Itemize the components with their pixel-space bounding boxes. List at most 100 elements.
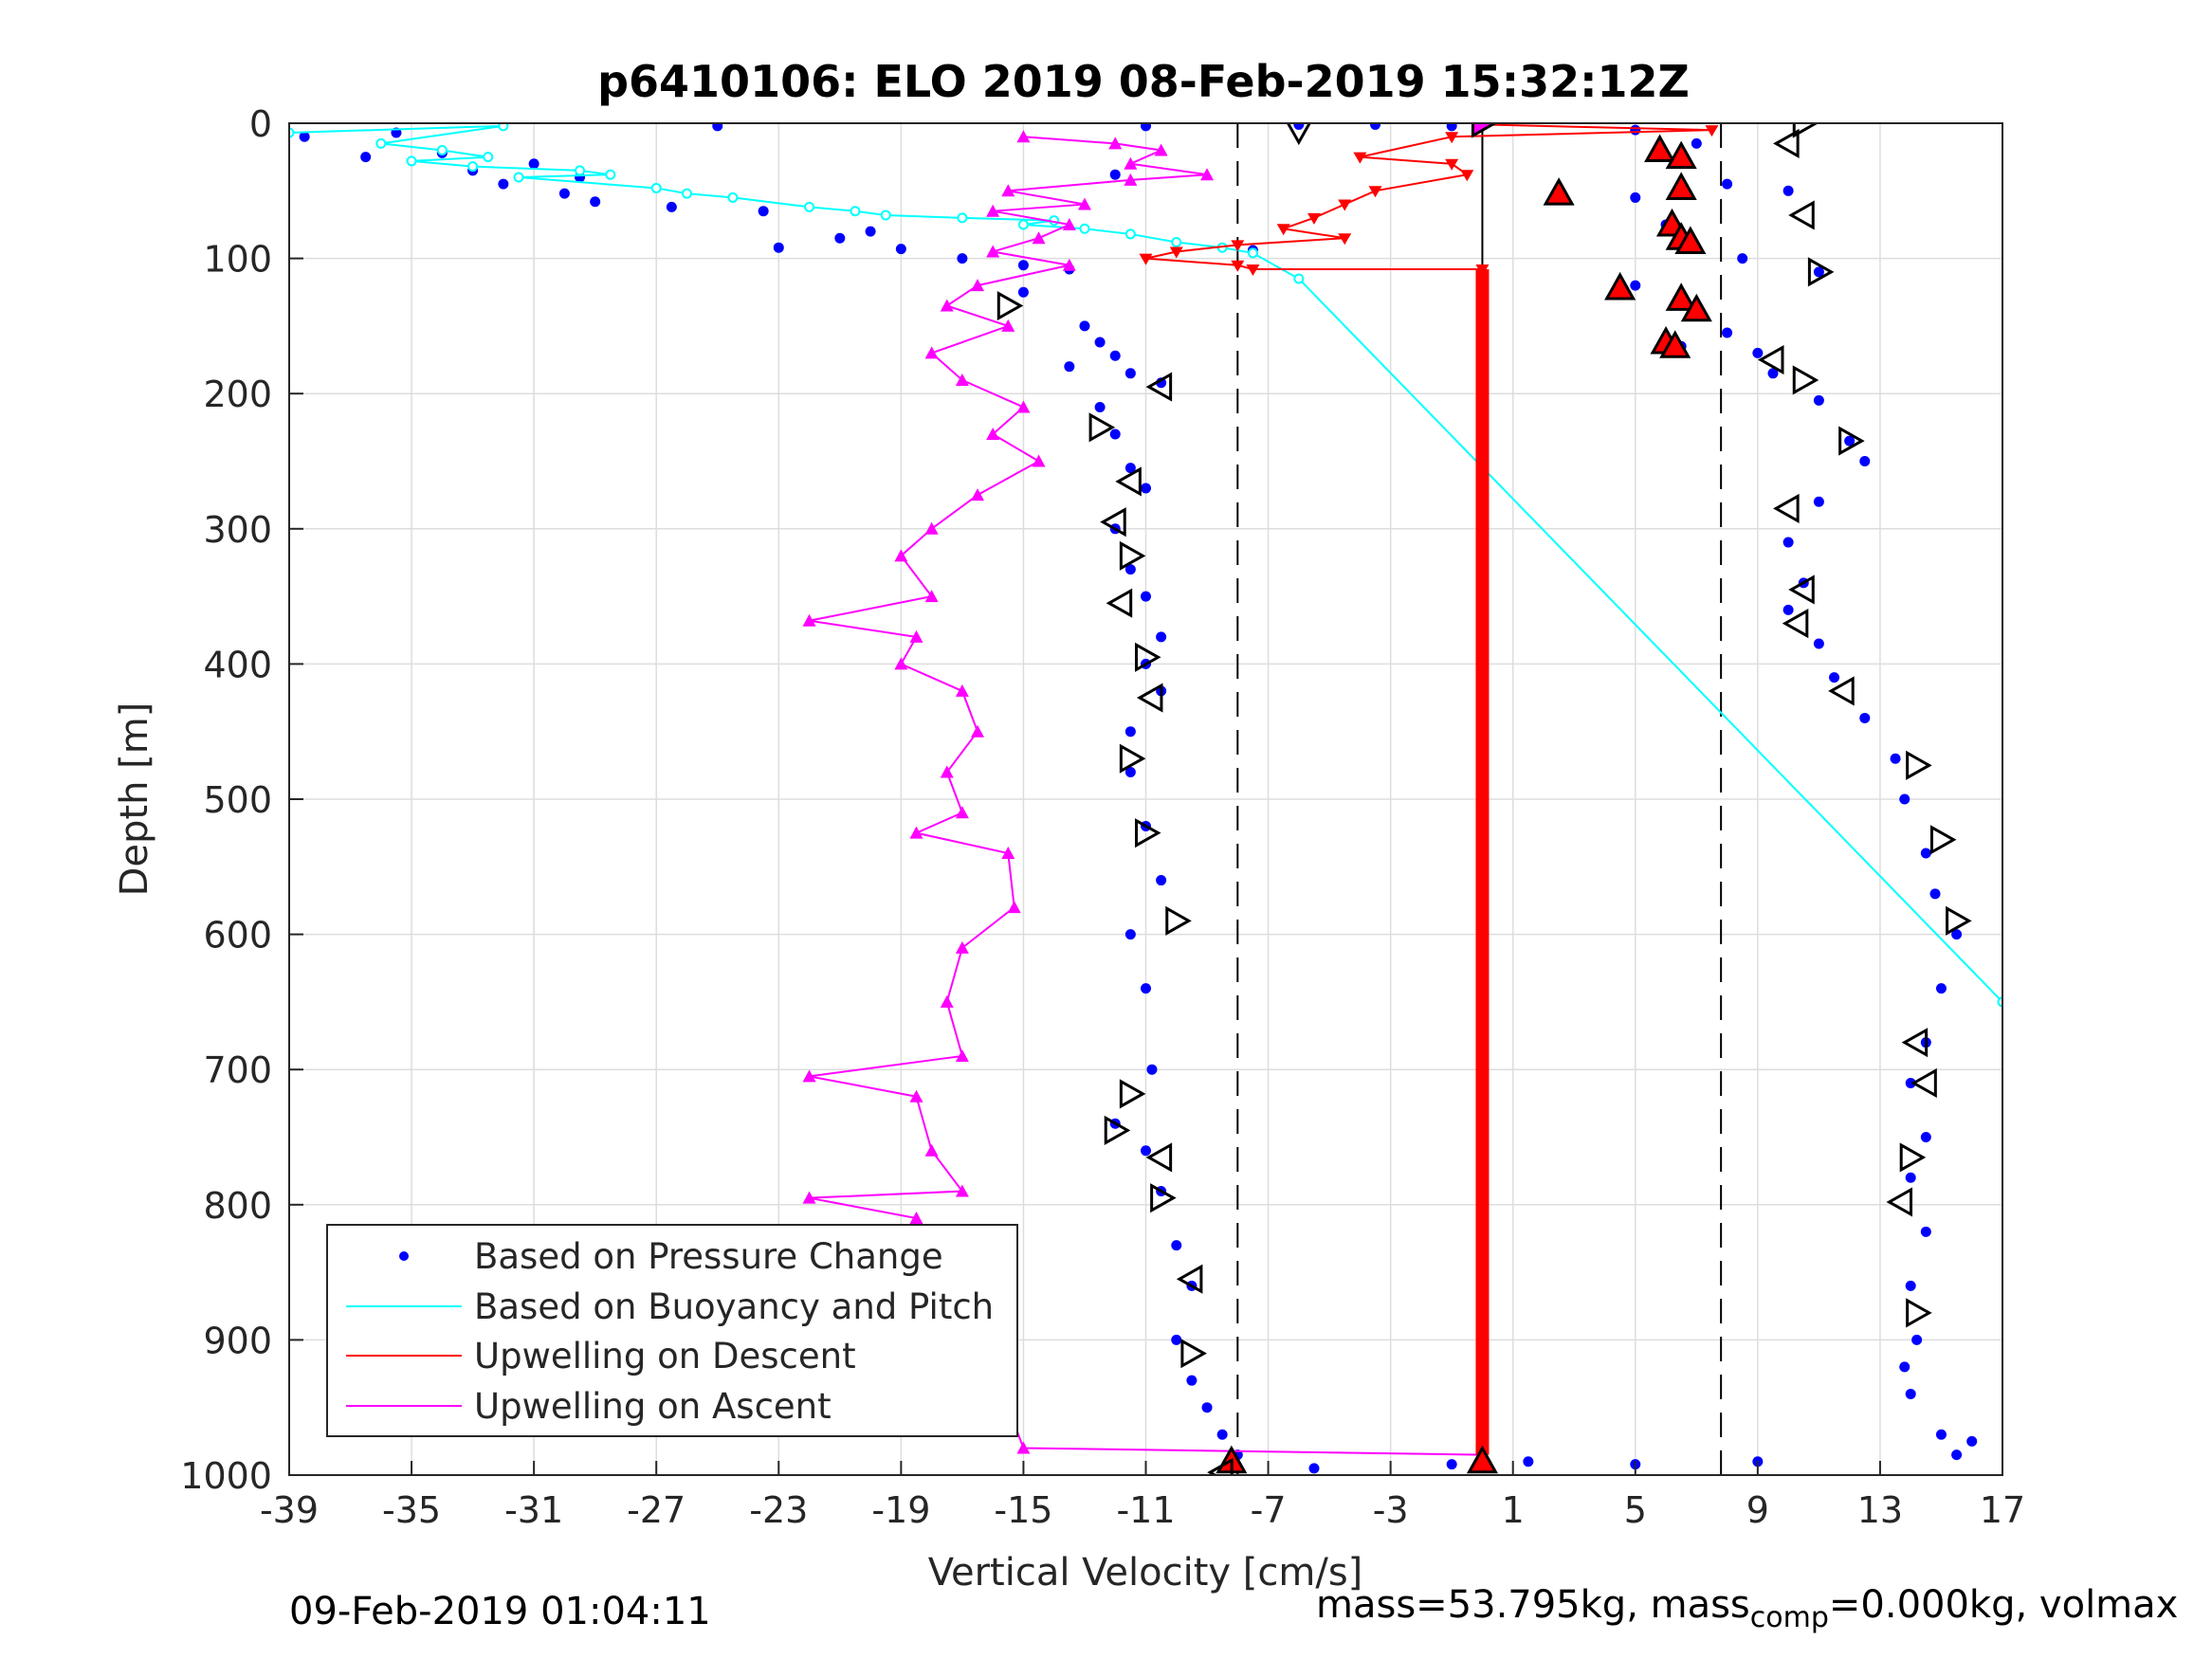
x-tick-label-0: -39 <box>260 1489 319 1531</box>
y-tick-label-0: 0 <box>249 103 272 145</box>
series-3-point-13 <box>971 279 985 292</box>
open-triangle-6 <box>996 290 1024 321</box>
pressure-point-48 <box>1171 1334 1182 1345</box>
open-triangle-12 <box>1106 588 1133 618</box>
legend-label-buoyancy: Based on Buoyancy and Pitch <box>474 1286 994 1327</box>
series-3-point-12 <box>1062 258 1076 271</box>
pressure-point-105 <box>1935 1429 1947 1440</box>
pressure-point-29 <box>1141 483 1151 494</box>
series-3-point-14 <box>940 299 954 312</box>
x-tick-label-14: 17 <box>1980 1489 2025 1531</box>
pressure-point-26 <box>1094 401 1106 412</box>
pressure-point-85 <box>1782 537 1794 548</box>
series-1-point-24 <box>1293 273 1305 284</box>
y-tick-label-10: 1000 <box>180 1455 272 1497</box>
open-triangle-19 <box>1792 365 1819 395</box>
series-3-point-48 <box>1016 1441 1031 1454</box>
pressure-point-101 <box>1920 1226 1931 1237</box>
open-triangle-20 <box>1838 426 1865 456</box>
pressure-point-32 <box>1141 591 1151 602</box>
pressure-point-99 <box>1920 1132 1931 1142</box>
x-tick-label-11: 5 <box>1624 1489 1647 1531</box>
legend-label-ascent: Upwelling on Ascent <box>474 1386 832 1427</box>
pressure-point-95 <box>1951 929 1963 940</box>
series-1-point-2 <box>375 137 387 149</box>
pressure-point-12 <box>865 226 876 237</box>
pressure-point-11 <box>758 206 769 217</box>
series-2-point-1 <box>1705 125 1719 137</box>
series-2-point-14 <box>1231 260 1245 272</box>
y-axis-ticks: 0 100 200 300 400 500 600 700 800 900 1000 <box>180 103 303 1497</box>
series-3-point-11 <box>986 245 1000 258</box>
pressure-point-82 <box>1844 435 1856 447</box>
mass-subscript: comp <box>1749 1601 1829 1634</box>
series-3-point-40 <box>924 1143 939 1157</box>
pressure-point-16 <box>957 253 968 264</box>
pressure-point-93 <box>1920 848 1931 859</box>
series-3-point-34 <box>1007 901 1021 914</box>
series-2-point-7 <box>1338 199 1352 211</box>
legend-label-descent: Upwelling on Descent <box>474 1336 856 1376</box>
series-1-point-1 <box>498 123 509 132</box>
pressure-point-9 <box>590 196 601 208</box>
open-triangle-24 <box>1828 676 1855 706</box>
pressure-point-62 <box>1523 1456 1534 1468</box>
open-triangle-13 <box>1135 642 1161 672</box>
series-line-1 <box>289 124 2002 1003</box>
pressure-point-24 <box>1124 368 1136 379</box>
x-tick-label-3: -27 <box>627 1489 686 1531</box>
pressure-point-39 <box>1156 875 1167 886</box>
series-2-point-12 <box>1169 246 1183 259</box>
open-triangle-9 <box>1115 466 1142 497</box>
series-1-point-16 <box>957 212 968 224</box>
pressure-point-36 <box>1124 726 1136 738</box>
pressure-point-59 <box>1370 123 1381 130</box>
series-2-point-3 <box>1353 152 1367 164</box>
open-triangle-35 <box>1145 1142 1173 1173</box>
series-2-point-2 <box>1445 132 1459 144</box>
pressure-point-17 <box>1017 260 1029 271</box>
series-3-point-27 <box>894 657 908 670</box>
series-2-point-4 <box>1445 158 1459 171</box>
x-tick-label-5: -19 <box>871 1489 930 1531</box>
x-tick-label-9: -3 <box>1373 1489 1409 1531</box>
pressure-point-27 <box>1109 428 1121 440</box>
series-1-point-14 <box>850 206 861 217</box>
open-triangle-16 <box>1135 818 1161 848</box>
series-1-point-11 <box>681 188 692 199</box>
pressure-point-94 <box>1929 888 1941 900</box>
pressure-point-91 <box>1890 753 1901 764</box>
pressure-point-108 <box>1899 1361 1910 1373</box>
pressure-point-106 <box>1951 1449 1963 1461</box>
pressure-point-5 <box>528 158 539 170</box>
open-triangle-31 <box>1886 1187 1913 1217</box>
pressure-point-90 <box>1859 712 1871 723</box>
series-1-point-15 <box>880 210 891 221</box>
series-3-point-0 <box>1016 130 1031 143</box>
pressure-point-102 <box>1905 1280 1916 1291</box>
series-1-point-23 <box>1247 247 1258 259</box>
pressure-point-51 <box>1216 1429 1228 1440</box>
y-tick-label-5: 500 <box>203 779 272 821</box>
open-triangle-38 <box>1180 1339 1207 1369</box>
pressure-point-84 <box>1813 496 1824 507</box>
open-triangle-29 <box>1910 1067 1937 1099</box>
open-triangle-32 <box>1906 1298 1932 1328</box>
x-tick-label-7: -11 <box>1116 1489 1175 1531</box>
series-2-point-8 <box>1307 212 1321 225</box>
series-3-point-42 <box>802 1191 816 1204</box>
series-2-point-9 <box>1276 224 1290 236</box>
red-triangle-10 <box>1665 283 1697 311</box>
series-1-point-20 <box>1124 228 1136 240</box>
series-2-point-6 <box>1368 186 1382 198</box>
open-triangle-34 <box>1104 1115 1131 1145</box>
series-3-point-10 <box>1032 231 1046 245</box>
series-2-point-5 <box>1460 170 1474 182</box>
pressure-point-21 <box>1094 337 1106 348</box>
pressure-point-104 <box>1905 1388 1916 1399</box>
y-tick-label-9: 900 <box>203 1320 272 1361</box>
pressure-point-7 <box>498 178 509 190</box>
pressure-point-79 <box>1752 347 1764 358</box>
series-1-point-9 <box>513 172 524 183</box>
legend: Based on Pressure Change Based on Buoyan… <box>326 1224 1018 1437</box>
